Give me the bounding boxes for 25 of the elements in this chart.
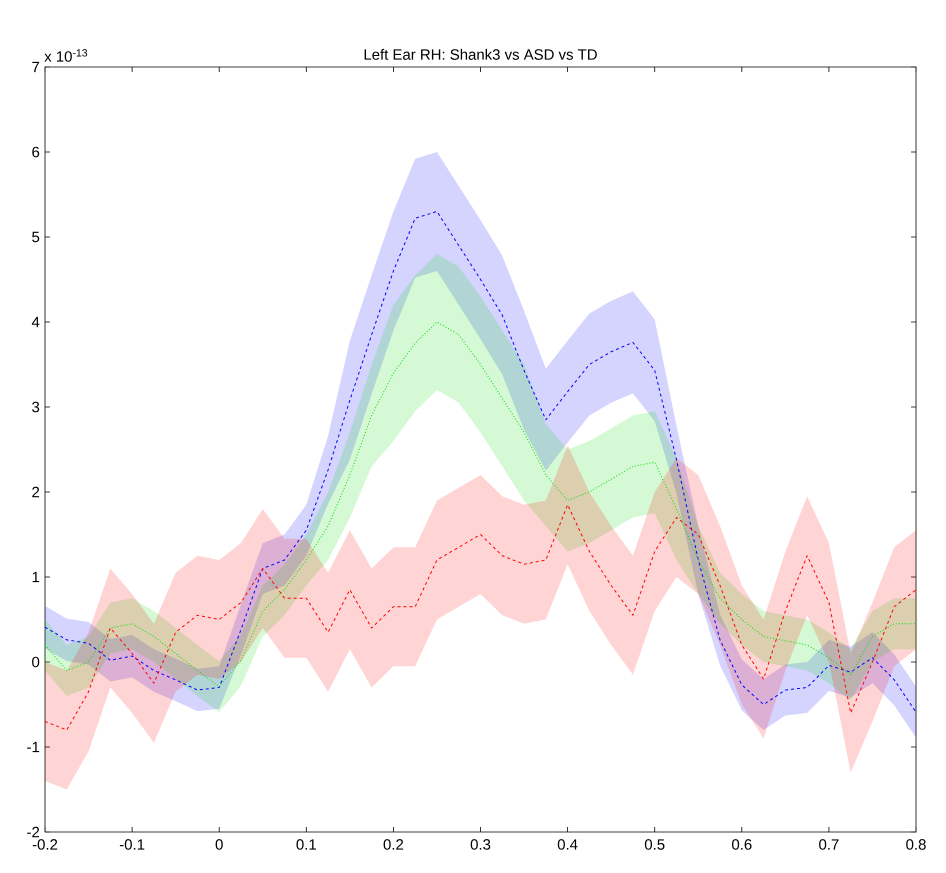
x-tick-label: 0.2 [384,839,404,850]
y-tick-label: 6 [32,146,40,158]
y-tick-label: 1 [32,572,40,582]
chart-title: Left Ear RH: Shank3 vs ASD vs TD [364,48,597,60]
y-tick-label: 7 [32,62,40,72]
y-tick-label: 3 [32,402,40,412]
x-tick-label: 0.8 [906,839,926,850]
x-tick-label: -0.1 [120,839,144,850]
x-tick-label: -0.2 [32,839,58,850]
x-tick-label: 0 [216,839,223,850]
y-tick-label: 0 [32,656,40,668]
x-tick-label: 0.6 [732,839,752,850]
y-tick-label: -2 [27,826,40,838]
text: x 10$^{-13}$ [44,49,88,62]
x-tick-label: 0.7 [819,839,839,850]
x-tick-label: 0.1 [296,839,316,850]
x-tick-label: 0.3 [470,839,490,850]
y-tick-label: -1 [27,742,40,752]
y-tick-label: 4 [32,316,40,328]
x-tick-label: 0.4 [558,839,578,850]
y-tick-label: 5 [32,232,40,242]
x-tick-label: 0.5 [644,839,664,850]
y-tick-label: 2 [32,486,40,498]
line-series [45,504,916,730]
line-series [45,321,916,688]
